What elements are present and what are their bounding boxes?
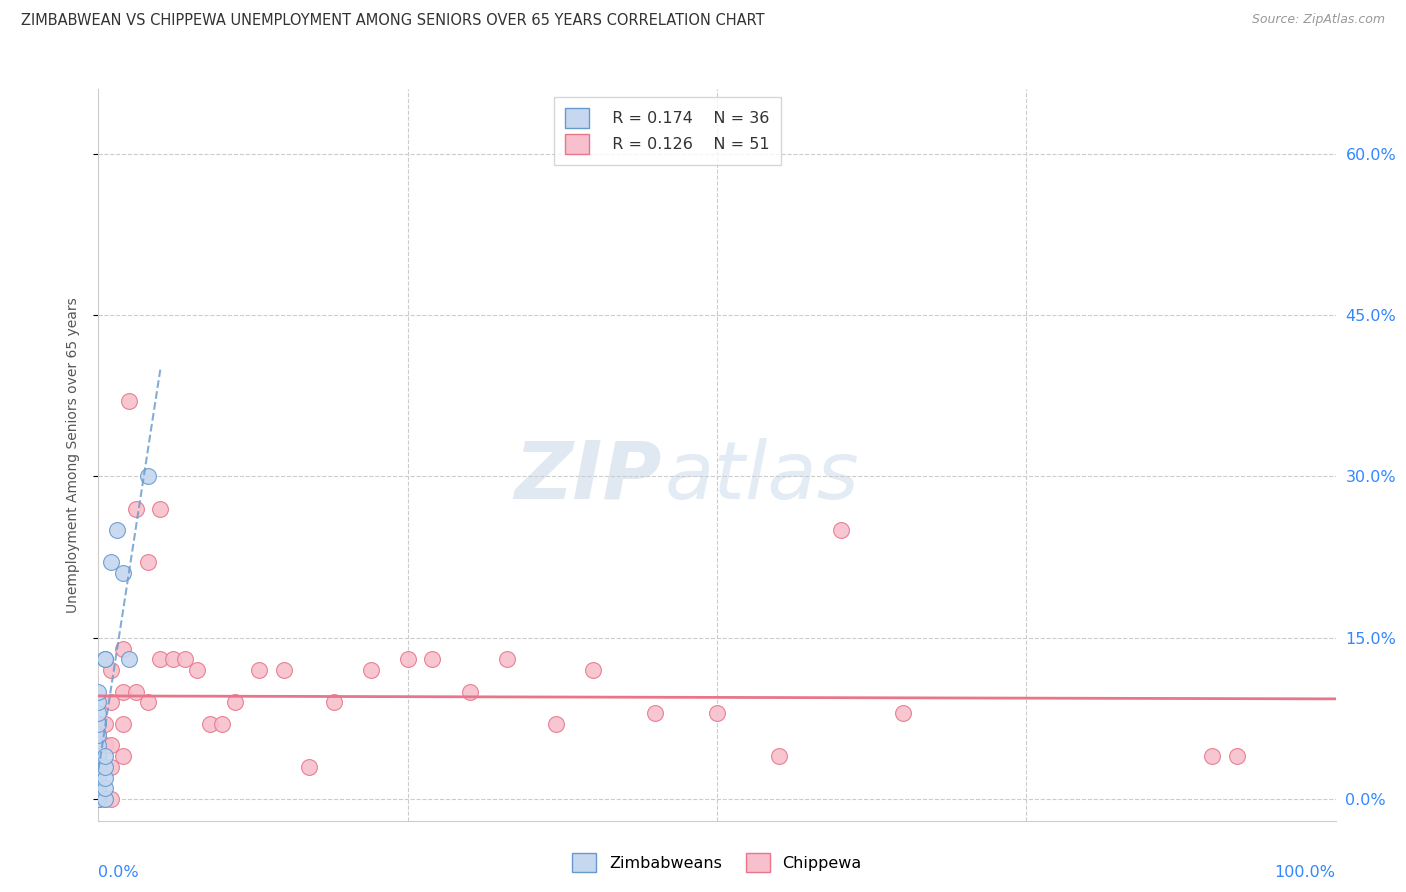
Point (93, 771, 115, 785)
Point (87, 787, 110, 801)
Point (87, 781, 110, 796)
Point (644, 706, 666, 720)
Point (100, 695, 122, 709)
Point (87, 706, 110, 720)
Point (1226, 749, 1249, 764)
Point (1201, 749, 1223, 764)
Point (87, 781, 110, 796)
Point (322, 695, 344, 709)
Text: ZIMBABWEAN VS CHIPPEWA UNEMPLOYMENT AMONG SENIORS OVER 65 YEARS CORRELATION CHAR: ZIMBABWEAN VS CHIPPEWA UNEMPLOYMENT AMON… (21, 13, 765, 29)
Point (112, 684, 135, 698)
Point (830, 523, 852, 537)
Point (87, 716, 110, 731)
Point (87, 787, 110, 801)
Point (118, 652, 141, 666)
Point (93, 716, 115, 731)
Point (100, 739, 122, 753)
Point (93, 792, 115, 806)
Point (136, 695, 159, 709)
Point (87, 728, 110, 742)
Text: ZIP: ZIP (515, 438, 661, 516)
Y-axis label: Unemployment Among Seniors over 65 years: Unemployment Among Seniors over 65 years (66, 297, 80, 613)
Point (87, 771, 110, 785)
Point (93, 739, 115, 753)
Legend: Zimbabweans, Chippewa: Zimbabweans, Chippewa (565, 847, 869, 879)
Point (87, 760, 110, 774)
Point (93, 760, 115, 774)
Point (87, 792, 110, 806)
Point (93, 781, 115, 796)
Point (100, 663, 122, 677)
Point (87, 792, 110, 806)
Point (162, 652, 184, 666)
Point (273, 663, 295, 677)
Point (87, 792, 110, 806)
Point (93, 652, 115, 666)
Point (87, 792, 110, 806)
Point (396, 652, 419, 666)
Point (87, 792, 110, 806)
Point (87, 739, 110, 753)
Point (93, 749, 115, 764)
Point (87, 792, 110, 806)
Point (360, 663, 382, 677)
Point (100, 792, 122, 806)
Point (136, 469, 159, 483)
Point (298, 760, 321, 774)
Point (112, 716, 135, 731)
Point (87, 695, 110, 709)
Point (458, 684, 481, 698)
Point (87, 771, 110, 785)
Point (211, 716, 233, 731)
Point (100, 556, 122, 570)
Point (768, 749, 790, 764)
Point (112, 566, 135, 581)
Point (174, 652, 197, 666)
Point (87, 792, 110, 806)
Point (87, 771, 110, 785)
Point (87, 749, 110, 764)
Point (198, 716, 221, 731)
Point (87, 781, 110, 796)
Point (87, 792, 110, 806)
Text: atlas: atlas (665, 438, 860, 516)
Point (224, 695, 246, 709)
Point (149, 652, 172, 666)
Point (582, 663, 605, 677)
Point (495, 652, 517, 666)
Point (186, 663, 208, 677)
Point (87, 792, 110, 806)
Point (247, 663, 270, 677)
Text: 100.0%: 100.0% (1275, 864, 1336, 880)
Point (105, 523, 128, 537)
Point (87, 792, 110, 806)
Point (422, 652, 444, 666)
Point (93, 792, 115, 806)
Point (112, 641, 135, 656)
Point (87, 739, 110, 753)
Point (100, 760, 122, 774)
Text: 0.0%: 0.0% (98, 864, 139, 880)
Point (87, 760, 110, 774)
Point (706, 706, 728, 720)
Point (124, 501, 146, 516)
Point (149, 501, 172, 516)
Point (136, 556, 159, 570)
Point (87, 749, 110, 764)
Point (112, 749, 135, 764)
Point (87, 684, 110, 698)
Point (87, 728, 110, 742)
Point (891, 706, 914, 720)
Point (124, 684, 146, 698)
Point (93, 652, 115, 666)
Text: Source: ZipAtlas.com: Source: ZipAtlas.com (1251, 13, 1385, 27)
Point (87, 792, 110, 806)
Point (118, 394, 141, 409)
Point (87, 716, 110, 731)
Point (546, 716, 568, 731)
